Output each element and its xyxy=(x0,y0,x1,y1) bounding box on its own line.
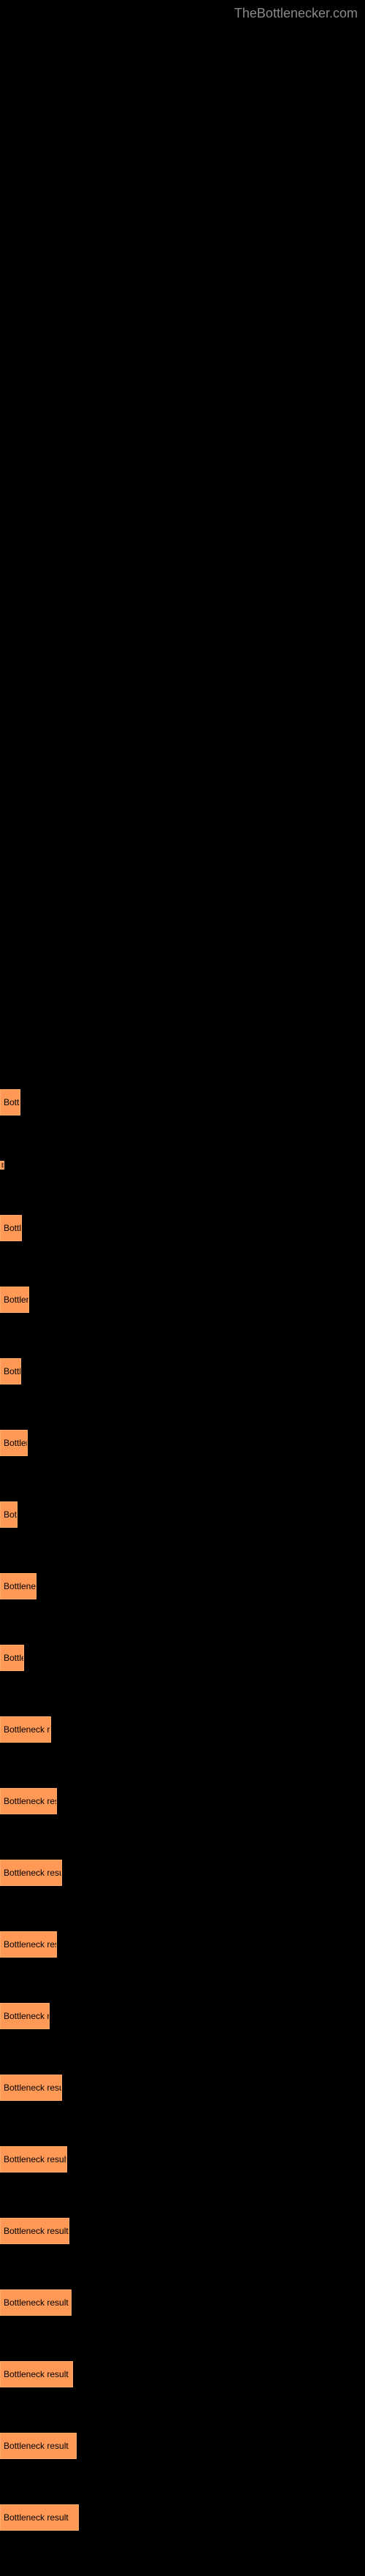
bar-label: Bottleneck result xyxy=(4,2154,67,2164)
chart-bar: Bottleneck re xyxy=(0,2003,50,2029)
chart-bar: Bottlene xyxy=(0,1287,29,1313)
bar-label: Bottlene xyxy=(4,1295,29,1305)
bar-row: Bottleneck xyxy=(0,1573,365,1599)
chart-bar: Bottle xyxy=(0,1358,21,1384)
bar-label: Bottle xyxy=(4,1366,21,1376)
bar-label: Bott xyxy=(4,1509,18,1520)
chart-bar: Bottleneck result xyxy=(0,2433,77,2459)
bar-row: Bottleneck result xyxy=(0,2433,365,2459)
bar-row: Bottleneck res xyxy=(0,1716,365,1743)
chart-bar: Bottleneck result xyxy=(0,2361,73,2387)
bar-label: Bottleneck result xyxy=(4,2441,69,2451)
bar-label: Bottleneck re xyxy=(4,2011,50,2021)
chart-bar: Bottleneck resu xyxy=(0,1931,57,1958)
bar-row: Bottleneck result xyxy=(0,1860,365,1886)
chart-bar: Bottle xyxy=(0,1215,22,1241)
chart-bar: Bottl xyxy=(0,1089,20,1115)
chart-bar: Bott xyxy=(0,1501,18,1528)
bar-label: Bottleneck resu xyxy=(4,1796,57,1806)
bar-label: Bottleneck result xyxy=(4,2512,69,2523)
bar-row: Bottle xyxy=(0,1215,365,1241)
bar-row: Bottleneck result xyxy=(0,2075,365,2101)
bar-label: Bottleneck result xyxy=(4,2083,62,2093)
bar-row: Bott xyxy=(0,1501,365,1528)
bar-row: Bottleneck result xyxy=(0,2504,365,2531)
chart-bar: B xyxy=(0,1161,4,1170)
bar-row: Bottleneck resu xyxy=(0,1931,365,1958)
bar-label: Bottle xyxy=(4,1223,22,1233)
bar-label: Bottler xyxy=(4,1653,24,1663)
chart-bar: Bottler xyxy=(0,1645,24,1671)
bar-row: Bottleneck resu xyxy=(0,1788,365,1814)
bar-row: Bottleneck result xyxy=(0,2289,365,2316)
bar-label: Bottleneck resu xyxy=(4,1939,57,1950)
bar-row: Bottlene xyxy=(0,1287,365,1313)
chart-bar: Bottleneck result xyxy=(0,2289,72,2316)
chart-bar: Bottleneck result xyxy=(0,2504,79,2531)
chart-bar: Bottleneck result xyxy=(0,2218,69,2244)
bar-label: B xyxy=(1,1162,4,1169)
bar-row: B xyxy=(0,1161,365,1170)
chart-bar: Bottlene xyxy=(0,1430,28,1456)
chart-bar: Bottleneck xyxy=(0,1573,36,1599)
bar-label: Bottleneck result xyxy=(4,2297,69,2308)
bar-row: Bottlene xyxy=(0,1430,365,1456)
bar-row: Bottleneck result xyxy=(0,2218,365,2244)
chart-bar: Bottleneck res xyxy=(0,1716,51,1743)
chart-bar: Bottleneck resu xyxy=(0,1788,57,1814)
bar-row: Bottler xyxy=(0,1645,365,1671)
watermark-text: TheBottlenecker.com xyxy=(234,6,358,21)
bar-label: Bottl xyxy=(4,1097,20,1107)
bar-row: Bottleneck result xyxy=(0,2361,365,2387)
chart-bar: Bottleneck result xyxy=(0,2146,67,2172)
bar-row: Bottleneck result xyxy=(0,2146,365,2172)
bar-label: Bottleneck result xyxy=(4,1868,62,1878)
bar-row: Bottleneck re xyxy=(0,2003,365,2029)
bar-label: Bottleneck result xyxy=(4,2369,69,2379)
bar-label: Bottleneck result xyxy=(4,2226,69,2236)
chart-bar: Bottleneck result xyxy=(0,1860,62,1886)
bar-label: Bottleneck res xyxy=(4,1724,51,1735)
bar-label: Bottleneck xyxy=(4,1581,36,1591)
chart-bar: Bottleneck result xyxy=(0,2075,62,2101)
chart-container: Bottl B Bottle Bottlene Bottle Bottlene Bott Bo… xyxy=(0,0,365,2531)
bar-row: Bottle xyxy=(0,1358,365,1384)
bar-row: Bottl xyxy=(0,1089,365,1115)
bar-label: Bottlene xyxy=(4,1438,28,1448)
